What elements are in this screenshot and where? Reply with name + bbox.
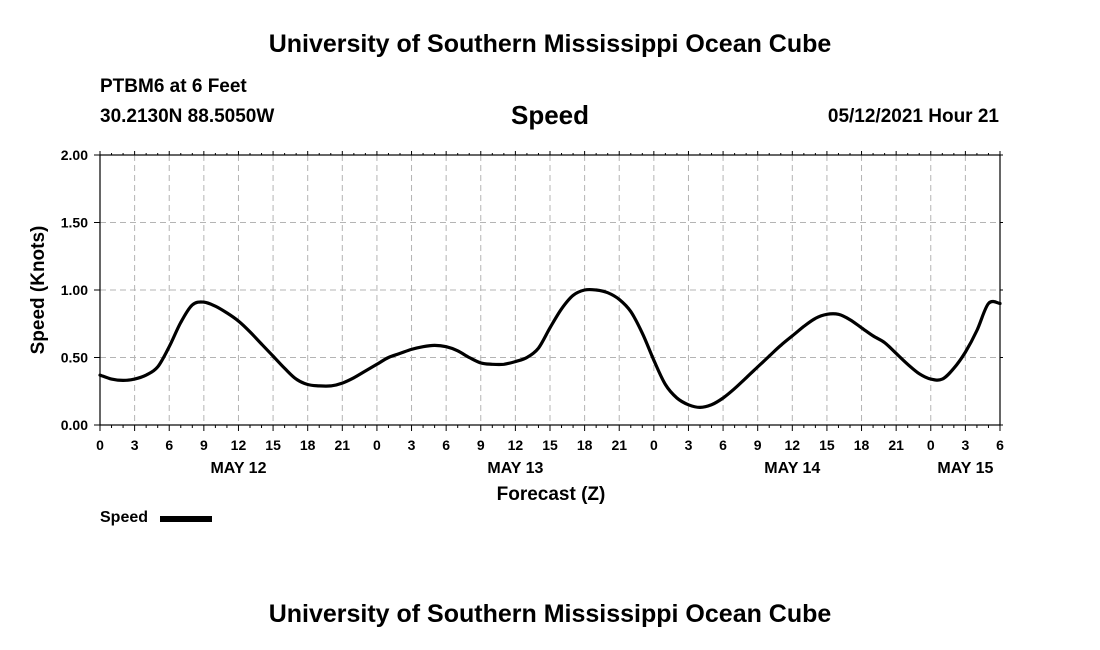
x-tick-label: 9 [754, 437, 762, 453]
x-tick-label: 15 [265, 437, 281, 453]
x-tick-label: 21 [611, 437, 627, 453]
chart-title: Speed [510, 100, 590, 130]
y-axis-label: Speed (Knots) [28, 226, 49, 355]
x-tick-label: 6 [719, 437, 727, 453]
x-tick-label: 18 [854, 437, 870, 453]
y-tick-label: 0.00 [61, 417, 88, 433]
x-tick-label: 6 [996, 437, 1004, 453]
x-tick-label: 9 [477, 437, 485, 453]
x-tick-label: 6 [165, 437, 173, 453]
forecast-datetime: 05/12/2021 Hour 21 [827, 106, 999, 127]
legend-label: Speed [100, 509, 149, 526]
y-tick-label: 2.00 [61, 147, 88, 163]
page-title: University of Southern Mississippi Ocean… [268, 30, 832, 58]
y-tick-labels: 0.00 0.50 1.00 1.50 2.00 [61, 147, 88, 433]
y-tick-label: 0.50 [61, 350, 88, 366]
x-axis-label: Forecast (Z) [497, 484, 606, 505]
y-tick-label: 1.50 [61, 215, 88, 231]
day-label: MAY 14 [764, 460, 820, 477]
x-tick-label: 3 [408, 437, 416, 453]
axis-ticks [94, 151, 1003, 431]
x-tick-label: 18 [577, 437, 593, 453]
day-label: MAY 15 [937, 460, 993, 477]
x-tick-label: 21 [335, 437, 351, 453]
station-label: PTBM6 at 6 Feet [100, 76, 247, 97]
station-coordinates: 30.2130N 88.5050W [100, 106, 275, 127]
day-labels: MAY 12 MAY 13 MAY 14 MAY 15 [210, 460, 993, 477]
x-tick-label: 3 [961, 437, 969, 453]
x-tick-labels: 0 3 6 9 12 15 18 21 0 3 6 9 12 15 18 21 0 3 6 9 12 15 18 21 0 3 6 [96, 437, 1004, 453]
day-label: MAY 13 [487, 460, 543, 477]
x-tick-label: 6 [442, 437, 450, 453]
x-tick-label: 15 [542, 437, 558, 453]
y-tick-label: 1.00 [61, 282, 88, 298]
x-tick-label: 12 [231, 437, 247, 453]
x-tick-label: 3 [685, 437, 693, 453]
speed-series-line [98, 287, 1002, 409]
x-tick-label: 0 [373, 437, 381, 453]
legend-swatch [160, 516, 212, 522]
x-tick-label: 12 [785, 437, 801, 453]
x-tick-label: 18 [300, 437, 316, 453]
x-tick-label: 0 [96, 437, 104, 453]
x-tick-label: 21 [888, 437, 904, 453]
x-tick-label: 9 [200, 437, 208, 453]
day-label: MAY 12 [210, 460, 266, 477]
chart-grid [100, 155, 1000, 425]
footer-title: University of Southern Mississippi Ocean… [268, 600, 832, 628]
x-tick-label: 3 [131, 437, 139, 453]
x-tick-label: 0 [650, 437, 658, 453]
x-tick-label: 0 [927, 437, 935, 453]
x-tick-label: 12 [508, 437, 524, 453]
x-tick-label: 15 [819, 437, 835, 453]
